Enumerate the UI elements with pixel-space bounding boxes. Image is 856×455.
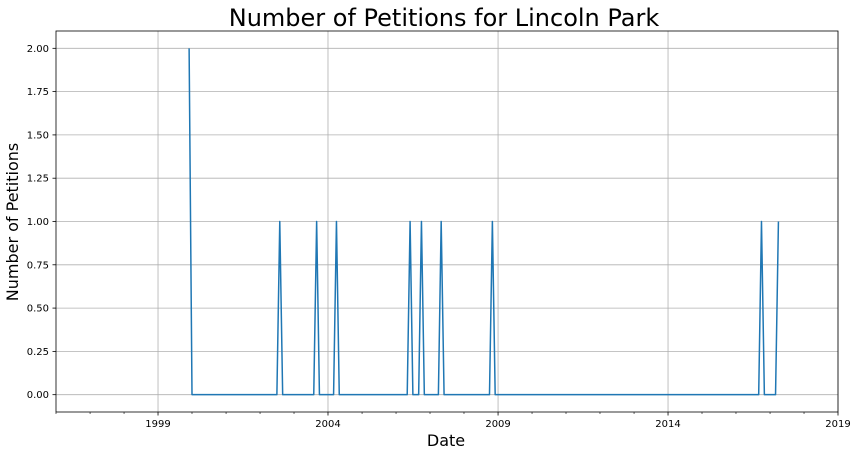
y-tick-label: 1.00: [27, 217, 49, 228]
plot-frame: [55, 30, 839, 413]
y-tick-label: 0.50: [27, 304, 49, 315]
y-tick-label: 0.25: [27, 347, 49, 358]
x-tick-label: 2019: [825, 419, 850, 430]
y-tick-label: 1.25: [27, 174, 49, 185]
x-tick-label: 1999: [145, 419, 170, 430]
series-layer: [188, 48, 780, 396]
y-tick-label: 0.00: [27, 390, 49, 401]
y-tick-label: 1.50: [27, 130, 49, 141]
y-tick-label: 2.00: [27, 44, 49, 55]
y-axis-label: Number of Petitions: [3, 143, 22, 302]
y-tick-label: 1.75: [27, 87, 49, 98]
series-line: [188, 48, 780, 396]
grid-lines: [56, 31, 839, 412]
x-axis-label: Date: [427, 431, 465, 450]
chart-title: Number of Petitions for Lincoln Park: [229, 4, 660, 32]
x-tick-label: 2014: [655, 419, 680, 430]
axis-ticks: 0.00 0.25 0.50 0.75 1.00 1.25 1.50 1.75 2.00 1999…: [27, 44, 851, 430]
x-tick-label: 2004: [315, 419, 340, 430]
y-tick-label: 0.75: [27, 260, 49, 271]
x-tick-label: 2009: [485, 419, 510, 430]
